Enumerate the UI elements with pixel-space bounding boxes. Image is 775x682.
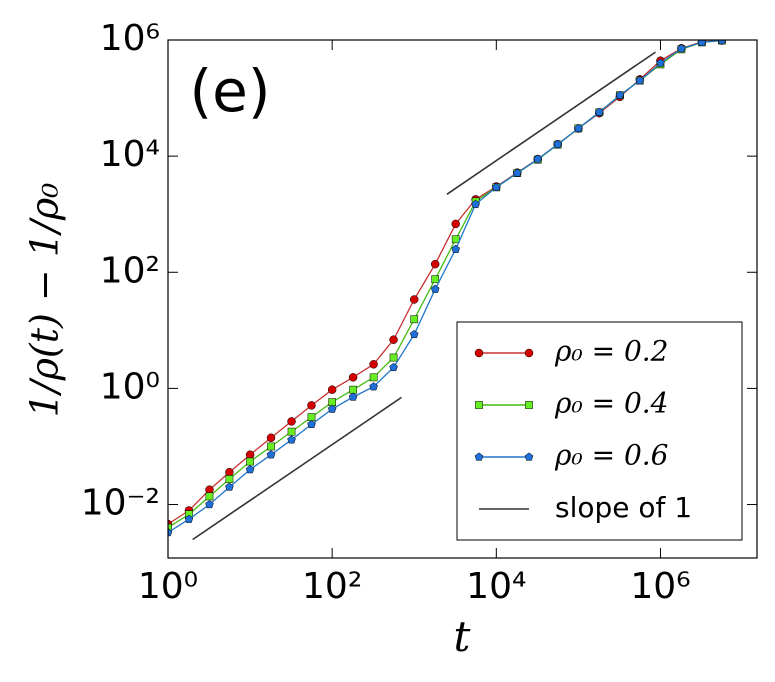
marker xyxy=(475,401,483,409)
marker xyxy=(389,335,398,344)
marker xyxy=(474,452,484,461)
y-tick-label: 10⁴ xyxy=(100,134,160,175)
y-tick-label: 10⁶ xyxy=(100,18,160,59)
legend-label: ρ₀ = 0.6 xyxy=(554,439,668,472)
legend-label: ρ₀ = 0.2 xyxy=(554,335,668,368)
marker xyxy=(307,419,316,429)
marker xyxy=(205,485,214,494)
marker xyxy=(184,514,194,523)
marker xyxy=(451,244,460,253)
marker xyxy=(410,315,419,324)
marker xyxy=(389,353,398,362)
marker xyxy=(369,382,378,391)
marker xyxy=(451,235,460,244)
annotation: (e) xyxy=(190,57,271,125)
marker xyxy=(205,499,214,509)
marker xyxy=(451,219,460,229)
marker xyxy=(635,76,645,85)
marker xyxy=(409,295,419,304)
marker xyxy=(307,413,316,421)
marker xyxy=(205,492,214,501)
x-tick-label: 10⁶ xyxy=(630,566,690,607)
legend-box xyxy=(456,321,743,541)
series-line xyxy=(168,40,722,534)
marker xyxy=(524,348,534,358)
marker xyxy=(574,123,583,133)
marker xyxy=(327,404,337,413)
marker xyxy=(525,401,533,409)
marker xyxy=(266,433,276,443)
marker xyxy=(677,44,686,53)
marker xyxy=(266,450,276,459)
marker xyxy=(348,392,358,401)
marker xyxy=(168,527,173,537)
marker xyxy=(595,107,604,116)
marker xyxy=(471,199,480,208)
x-tick-label: 10⁰ xyxy=(138,566,198,607)
marker xyxy=(409,329,419,339)
marker xyxy=(513,168,522,177)
y-tick-label: 10⁻² xyxy=(81,483,160,524)
x-tick-label: 10² xyxy=(302,566,362,607)
y-tick-label: 10⁰ xyxy=(100,366,160,407)
y-tick-label: 10² xyxy=(100,250,160,291)
marker xyxy=(287,417,296,426)
marker xyxy=(717,40,726,45)
marker xyxy=(245,450,255,459)
series-line xyxy=(192,396,402,541)
marker xyxy=(348,373,358,382)
marker xyxy=(656,58,665,67)
marker xyxy=(168,523,172,532)
legend-label: slope of 1 xyxy=(555,491,692,524)
marker xyxy=(287,427,296,436)
marker xyxy=(697,40,707,47)
marker xyxy=(524,452,534,461)
marker xyxy=(246,457,254,466)
marker xyxy=(553,139,562,148)
marker xyxy=(307,401,316,410)
marker xyxy=(615,90,625,99)
marker xyxy=(431,275,440,284)
marker xyxy=(389,362,398,372)
marker xyxy=(474,348,484,358)
marker xyxy=(492,182,501,191)
plot-area xyxy=(168,40,727,541)
series-line xyxy=(446,51,656,195)
marker xyxy=(369,360,378,369)
y-axis-label: 1/ρ(t) − 1/ρ₀ xyxy=(23,183,67,418)
marker xyxy=(327,385,337,394)
marker xyxy=(430,284,440,293)
marker xyxy=(225,467,234,477)
x-tick-label: 10⁴ xyxy=(466,566,526,607)
marker xyxy=(225,475,234,483)
x-axis-label: t xyxy=(454,612,471,661)
marker xyxy=(245,465,255,474)
marker xyxy=(430,259,440,269)
legend-label: ρ₀ = 0.4 xyxy=(554,387,668,420)
marker xyxy=(349,385,357,394)
marker xyxy=(225,482,234,491)
marker xyxy=(267,442,275,451)
marker xyxy=(533,154,543,163)
plot-frame xyxy=(167,39,758,559)
marker xyxy=(369,373,378,382)
marker xyxy=(287,435,296,444)
